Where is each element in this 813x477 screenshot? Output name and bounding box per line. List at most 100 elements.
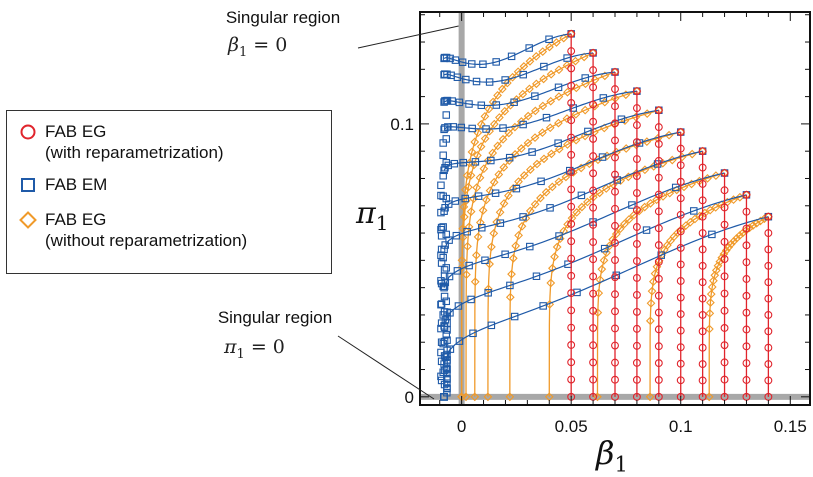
em-point xyxy=(454,302,463,310)
eg-with-point xyxy=(676,210,685,219)
eg-without-point xyxy=(538,128,547,137)
em-point xyxy=(708,230,716,239)
eg-without-point xyxy=(541,187,551,197)
em-point xyxy=(492,101,501,109)
eg-without-point xyxy=(706,289,716,299)
em-point xyxy=(451,197,460,205)
eg-without-point xyxy=(485,126,494,136)
em-point xyxy=(545,35,553,44)
eg-without-point xyxy=(561,172,571,182)
eg-without-point xyxy=(481,195,491,205)
eg-with-point xyxy=(742,376,751,384)
eg-with-point xyxy=(764,294,773,303)
eg-with-point xyxy=(654,325,663,334)
em-point xyxy=(642,226,651,234)
eg-with-point xyxy=(720,289,729,298)
eg-with-point xyxy=(611,256,619,265)
x-axis-label-var: β xyxy=(596,434,615,472)
em-point xyxy=(573,288,581,297)
eg-without-point xyxy=(572,208,582,217)
eg-without-point xyxy=(464,182,473,192)
eg-without-point xyxy=(488,148,498,158)
em-point xyxy=(472,77,481,86)
eg-without-point xyxy=(519,62,529,71)
eg-without-point xyxy=(473,232,483,242)
eg-without-point xyxy=(514,231,523,240)
em-point xyxy=(437,372,445,381)
eg-without-point xyxy=(548,263,557,273)
eg-with-point xyxy=(611,341,619,350)
em-point xyxy=(569,104,577,112)
eg-without-point xyxy=(571,83,581,93)
eg-with-point xyxy=(589,324,598,332)
eg-with-point xyxy=(720,375,729,384)
legend: FAB EG (with reparametrization) FAB EM F… xyxy=(6,110,332,274)
eg-with-point xyxy=(632,172,641,181)
eg-with-point xyxy=(654,156,663,165)
eg-with-point xyxy=(698,212,707,221)
em-point xyxy=(442,111,451,119)
em-point xyxy=(546,204,554,212)
eg-without-point xyxy=(707,282,717,292)
em-point xyxy=(437,223,446,232)
series-eg-without-line xyxy=(465,71,616,397)
eg-without-point xyxy=(470,137,480,147)
bottom-annotation-leader xyxy=(337,335,435,400)
eg-without-point xyxy=(547,149,556,159)
eg-without-point xyxy=(469,160,479,170)
eg-without-point xyxy=(580,105,590,115)
eg-with-point xyxy=(632,121,641,130)
eg-without-point xyxy=(526,165,535,174)
eg-with-point xyxy=(654,207,663,216)
circle-marker-icon xyxy=(20,124,36,140)
em-point xyxy=(463,227,471,236)
eg-without-point xyxy=(511,241,521,251)
eg-without-point xyxy=(470,277,480,287)
eg-without-point xyxy=(579,52,589,62)
em-point xyxy=(453,267,462,275)
eg-without-point xyxy=(467,147,477,157)
em-point xyxy=(442,194,451,203)
eg-with-point xyxy=(632,189,641,197)
eg-with-point xyxy=(698,261,707,270)
eg-without-point xyxy=(593,392,602,402)
eg-without-point xyxy=(525,56,535,66)
eg-with-point xyxy=(676,227,685,236)
em-point xyxy=(525,44,533,52)
em-point xyxy=(554,139,562,147)
eg-without-point xyxy=(523,138,533,148)
eg-with-point xyxy=(654,274,663,283)
eg-with-point xyxy=(676,310,685,319)
em-point xyxy=(446,345,455,353)
eg-with-point xyxy=(742,325,751,334)
eg-with-point xyxy=(632,307,641,316)
em-point xyxy=(439,253,447,262)
eg-without-point xyxy=(595,188,604,198)
em-point xyxy=(506,281,514,290)
eg-without-point xyxy=(546,69,556,79)
eg-with-point xyxy=(720,203,729,212)
eg-with-point xyxy=(698,294,707,303)
eg-without-point xyxy=(461,392,471,402)
eg-without-point xyxy=(554,118,563,128)
eg-without-point xyxy=(563,140,572,149)
em-point xyxy=(537,177,545,186)
eg-without-point xyxy=(611,229,621,239)
em-point xyxy=(442,330,451,339)
em-point xyxy=(443,388,451,397)
diamond-marker-icon xyxy=(19,211,37,229)
eg-without-point xyxy=(645,316,655,326)
eg-without-point xyxy=(710,270,720,280)
top-math-sub: 1 xyxy=(238,44,248,60)
em-point xyxy=(451,56,460,64)
em-point xyxy=(442,297,451,306)
eg-with-point xyxy=(611,170,619,179)
eg-with-point xyxy=(698,196,707,205)
eg-without-point xyxy=(500,106,510,116)
eg-without-point xyxy=(649,162,659,171)
eg-with-point xyxy=(742,241,751,250)
em-point xyxy=(600,244,609,253)
eg-with-point xyxy=(654,308,663,317)
eg-with-point xyxy=(676,260,685,269)
